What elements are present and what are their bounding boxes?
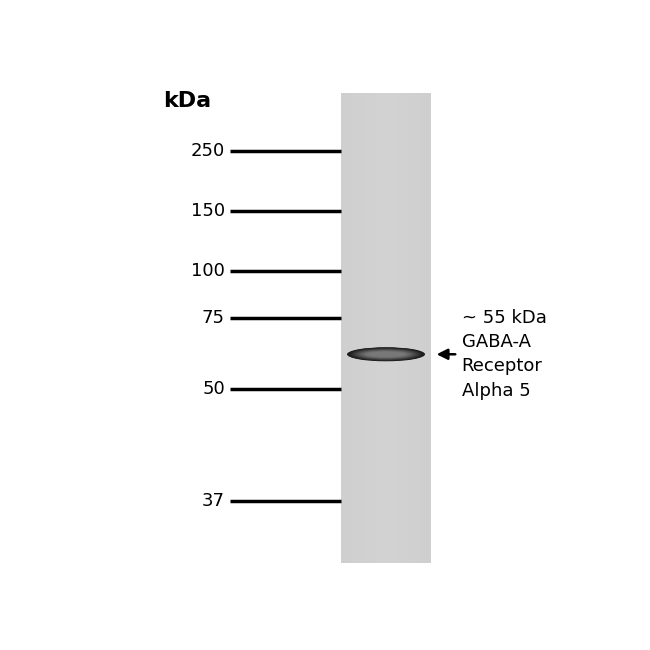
Ellipse shape [366, 351, 406, 358]
Ellipse shape [349, 348, 422, 361]
Bar [363, 93, 365, 564]
Bar [351, 93, 353, 564]
Bar [350, 93, 351, 564]
Ellipse shape [359, 350, 413, 359]
Text: 75: 75 [202, 309, 225, 327]
Ellipse shape [362, 350, 410, 358]
Bar [348, 93, 350, 564]
Ellipse shape [361, 350, 411, 358]
Bar [380, 93, 382, 564]
Ellipse shape [352, 348, 421, 360]
Text: 250: 250 [190, 142, 225, 159]
Ellipse shape [363, 351, 409, 358]
Bar [385, 93, 386, 564]
Bar [409, 93, 410, 564]
Bar [418, 93, 419, 564]
Bar [419, 93, 421, 564]
Bar [344, 93, 345, 564]
Ellipse shape [348, 348, 424, 361]
Bar [353, 93, 354, 564]
Bar [391, 93, 392, 564]
Bar [377, 93, 378, 564]
Bar [341, 93, 432, 564]
Bar [421, 93, 422, 564]
Bar [359, 93, 360, 564]
Bar [392, 93, 393, 564]
Bar [400, 93, 401, 564]
Bar [345, 93, 346, 564]
Bar [410, 93, 411, 564]
Ellipse shape [350, 348, 422, 361]
Bar [383, 93, 385, 564]
Bar [342, 93, 344, 564]
Bar [387, 93, 389, 564]
Bar [358, 93, 359, 564]
Ellipse shape [368, 352, 404, 357]
Bar [404, 93, 406, 564]
Ellipse shape [353, 348, 419, 360]
Bar [356, 93, 358, 564]
Ellipse shape [356, 349, 416, 359]
Bar [398, 93, 400, 564]
Bar [422, 93, 424, 564]
Text: 37: 37 [202, 492, 225, 510]
Ellipse shape [365, 351, 408, 358]
Bar [362, 93, 363, 564]
Bar [371, 93, 372, 564]
Bar [369, 93, 371, 564]
Bar [411, 93, 413, 564]
Bar [416, 93, 418, 564]
Ellipse shape [367, 352, 405, 357]
Bar [386, 93, 387, 564]
Bar [415, 93, 416, 564]
Bar [376, 93, 377, 564]
Bar [413, 93, 415, 564]
Ellipse shape [347, 347, 425, 361]
Bar [382, 93, 383, 564]
Bar [402, 93, 404, 564]
Bar [407, 93, 409, 564]
Bar [425, 93, 427, 564]
Ellipse shape [360, 350, 412, 359]
Text: 100: 100 [191, 262, 225, 279]
Bar [368, 93, 369, 564]
Bar [396, 93, 398, 564]
Bar [389, 93, 391, 564]
Text: 50: 50 [202, 380, 225, 398]
Ellipse shape [354, 349, 418, 360]
Bar [393, 93, 395, 564]
Bar [406, 93, 407, 564]
Text: ~ 55 kDa
GABA-A
Receptor
Alpha 5: ~ 55 kDa GABA-A Receptor Alpha 5 [462, 309, 547, 400]
Text: kDa: kDa [163, 90, 211, 110]
Ellipse shape [355, 349, 417, 359]
Bar [367, 93, 368, 564]
Bar [430, 93, 432, 564]
Bar [395, 93, 396, 564]
Bar [360, 93, 362, 564]
Bar [372, 93, 374, 564]
Text: 150: 150 [190, 202, 225, 220]
Bar [365, 93, 367, 564]
Bar [354, 93, 356, 564]
Bar [424, 93, 425, 564]
Bar [378, 93, 380, 564]
Bar [427, 93, 428, 564]
Ellipse shape [358, 350, 415, 359]
Bar [341, 93, 342, 564]
Bar [346, 93, 348, 564]
Bar [428, 93, 430, 564]
Bar [374, 93, 376, 564]
Bar [401, 93, 402, 564]
